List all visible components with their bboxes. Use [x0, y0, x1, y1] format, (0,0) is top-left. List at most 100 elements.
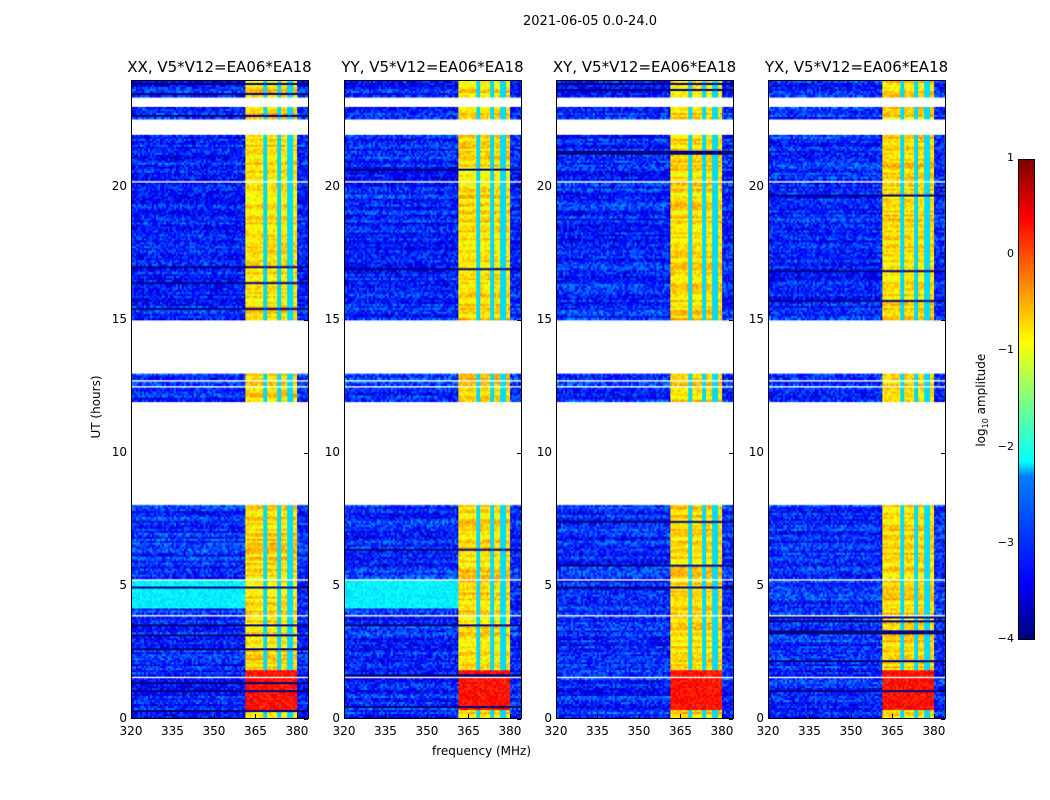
- x-tick-mark: [721, 714, 723, 718]
- y-tick-mark: [941, 452, 945, 454]
- y-tick-label: 0: [544, 711, 552, 725]
- y-tick-mark: [517, 585, 521, 587]
- spectrogram-panel-1: [344, 80, 522, 719]
- y-axis-label: UT (hours): [89, 375, 103, 439]
- x-tick-label: 380: [922, 724, 946, 738]
- x-tick-mark: [468, 714, 470, 718]
- y-tick-label: 15: [324, 311, 340, 326]
- figure-title: 2021-06-05 0.0-24.0: [523, 14, 657, 29]
- x-tick-label: 320: [544, 724, 568, 738]
- y-tick-label: 5: [119, 577, 127, 592]
- heatmap-cells-3: [769, 81, 945, 718]
- y-tick-label: 0: [332, 711, 340, 725]
- x-tick-mark: [385, 714, 387, 718]
- x-tick-mark: [680, 714, 682, 718]
- colorbar-tick-label: −4: [997, 632, 1014, 645]
- spectrogram-panel-3: [768, 80, 946, 719]
- x-tick-label: 350: [839, 724, 863, 738]
- panel-title-0: XX, V5*V12=EA06*EA18: [127, 58, 312, 76]
- y-tick-mark: [941, 319, 945, 321]
- x-tick-mark: [426, 714, 428, 718]
- colorbar-tick-label: −3: [997, 535, 1014, 549]
- x-tick-label: 335: [798, 724, 821, 738]
- x-tick-mark: [556, 714, 557, 718]
- y-tick-mark: [941, 186, 945, 188]
- y-tick-label: 5: [332, 577, 340, 592]
- x-tick-mark: [296, 714, 298, 718]
- y-tick-label: 10: [536, 444, 552, 459]
- x-tick-label: 350: [627, 724, 651, 738]
- y-tick-label: 20: [748, 178, 764, 193]
- x-tick-label: 320: [756, 724, 780, 738]
- spectrogram-panel-2: [556, 80, 734, 719]
- x-tick-mark: [809, 714, 811, 718]
- x-tick-label: 365: [881, 724, 904, 738]
- x-tick-label: 320: [332, 724, 356, 738]
- x-tick-label: 335: [374, 724, 397, 738]
- x-tick-label: 335: [161, 724, 184, 738]
- x-tick-label: 380: [285, 724, 309, 738]
- heatmap-cells-0: [132, 81, 308, 718]
- colorbar-tick-label: 1: [1007, 151, 1014, 164]
- y-tick-label: 10: [111, 444, 127, 459]
- x-tick-mark: [172, 714, 174, 718]
- y-tick-mark: [729, 452, 733, 454]
- y-tick-mark: [304, 186, 308, 188]
- x-tick-mark: [850, 714, 852, 718]
- colorbar-label: log10 amplitude: [973, 353, 991, 447]
- panel-title-1: YY, V5*V12=EA06*EA18: [341, 58, 524, 76]
- y-tick-mark: [304, 452, 308, 454]
- y-tick-label: 20: [111, 178, 127, 193]
- y-tick-label: 5: [756, 577, 764, 592]
- y-tick-label: 20: [324, 178, 340, 193]
- y-tick-mark: [729, 719, 733, 720]
- x-tick-label: 380: [710, 724, 734, 738]
- colorbar-tick-label: 0: [1007, 247, 1014, 261]
- y-tick-mark: [941, 585, 945, 587]
- y-tick-mark: [517, 719, 521, 720]
- panel-title-3: YX, V5*V12=EA06*EA18: [764, 58, 949, 76]
- y-tick-mark: [304, 585, 308, 587]
- colorbar: [1018, 159, 1035, 640]
- x-tick-label: 365: [669, 724, 692, 738]
- y-tick-label: 5: [544, 577, 552, 592]
- y-tick-mark: [304, 319, 308, 321]
- y-tick-label: 15: [748, 311, 764, 326]
- x-tick-label: 350: [415, 724, 439, 738]
- y-tick-label: 15: [536, 311, 552, 326]
- x-tick-mark: [933, 714, 935, 718]
- y-tick-mark: [729, 585, 733, 587]
- y-tick-label: 10: [324, 444, 340, 459]
- heatmap-cells-1: [345, 81, 521, 718]
- y-tick-label: 10: [748, 444, 764, 459]
- x-tick-label: 380: [498, 724, 522, 738]
- colorbar-tick-label: −2: [997, 439, 1014, 453]
- y-tick-label: 0: [119, 711, 127, 725]
- panel-title-2: XY, V5*V12=EA06*EA18: [552, 58, 737, 76]
- x-axis-label: frequency (MHz): [432, 744, 532, 758]
- x-tick-mark: [638, 714, 640, 718]
- y-tick-label: 0: [756, 711, 764, 725]
- heatmap-cells-2: [557, 81, 733, 718]
- y-tick-mark: [517, 319, 521, 321]
- x-tick-mark: [892, 714, 894, 718]
- x-tick-mark: [768, 714, 769, 718]
- y-tick-mark: [729, 319, 733, 321]
- x-tick-mark: [509, 714, 511, 718]
- x-tick-label: 365: [457, 724, 480, 738]
- y-tick-label: 20: [536, 178, 552, 193]
- x-tick-label: 365: [244, 724, 267, 738]
- x-tick-label: 350: [202, 724, 226, 738]
- x-tick-mark: [597, 714, 599, 718]
- y-tick-mark: [517, 186, 521, 188]
- x-tick-mark: [255, 714, 257, 718]
- y-tick-mark: [729, 186, 733, 188]
- x-tick-mark: [344, 714, 345, 718]
- x-tick-label: 335: [586, 724, 609, 738]
- y-tick-mark: [941, 719, 945, 720]
- colorbar-tick-label: −1: [997, 343, 1014, 357]
- x-tick-mark: [213, 714, 215, 718]
- y-tick-label: 15: [111, 311, 127, 326]
- y-tick-mark: [517, 452, 521, 454]
- spectrogram-panel-0: [131, 80, 309, 719]
